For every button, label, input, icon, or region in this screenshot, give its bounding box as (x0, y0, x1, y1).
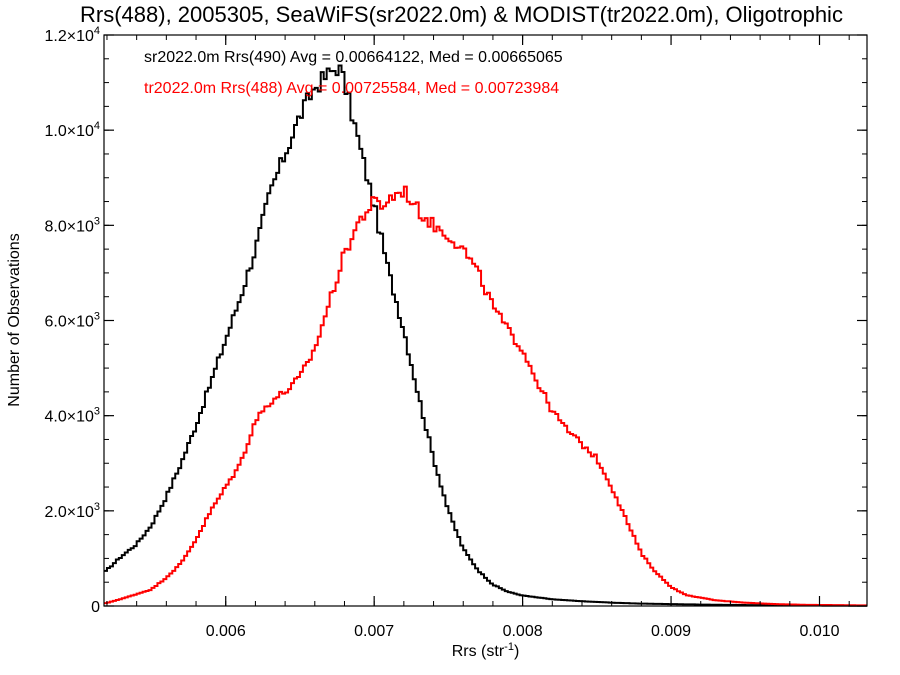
legend: sr2022.0m Rrs(490) Avg = 0.00664122, Med… (144, 49, 563, 97)
y-tick-label: 4.0×103 (44, 406, 100, 426)
y-tick-label: 8.0×103 (44, 215, 100, 235)
y-axis: 0 2.0×103 4.0×103 6.0×103 8.0×103 1.0×104 1.2×… (44, 25, 867, 616)
x-axis-label-base: Rrs (str (452, 643, 505, 660)
y-tick-label: 6.0×103 (44, 311, 100, 331)
y-tick-label: 1.2×104 (44, 25, 100, 45)
legend-entry-series-1: sr2022.0m Rrs(490) Avg = 0.00664122, Med… (144, 49, 563, 66)
x-tick-label: 0.007 (354, 623, 394, 640)
x-tick-label: 0.008 (503, 623, 543, 640)
plot-frame (103, 34, 868, 607)
legend-entry-series-2: tr2022.0m Rrs(488) Avg = 0.00725584, Med… (144, 80, 559, 97)
chart-title: Rrs(488), 2005305, SeaWiFS(sr2022.0m) & … (80, 2, 843, 27)
y-axis-label: Number of Observations (6, 233, 23, 406)
series-line-2 (104, 185, 867, 607)
x-tick-label: 0.010 (799, 623, 839, 640)
series-line-1 (104, 64, 867, 607)
x-axis: 0.006 0.007 0.008 0.009 0.010 (106, 35, 850, 640)
x-tick-label: 0.006 (206, 623, 246, 640)
y-tick-label: 0 (91, 599, 100, 616)
x-axis-label-exponent: -1 (504, 641, 514, 653)
x-axis-label: Rrs (str-1) (452, 641, 520, 660)
series-layer (104, 64, 867, 607)
x-axis-label-close: ) (514, 643, 519, 660)
x-tick-label: 0.009 (651, 623, 691, 640)
y-tick-label: 1.0×104 (44, 120, 100, 140)
y-tick-label: 2.0×103 (44, 501, 100, 521)
